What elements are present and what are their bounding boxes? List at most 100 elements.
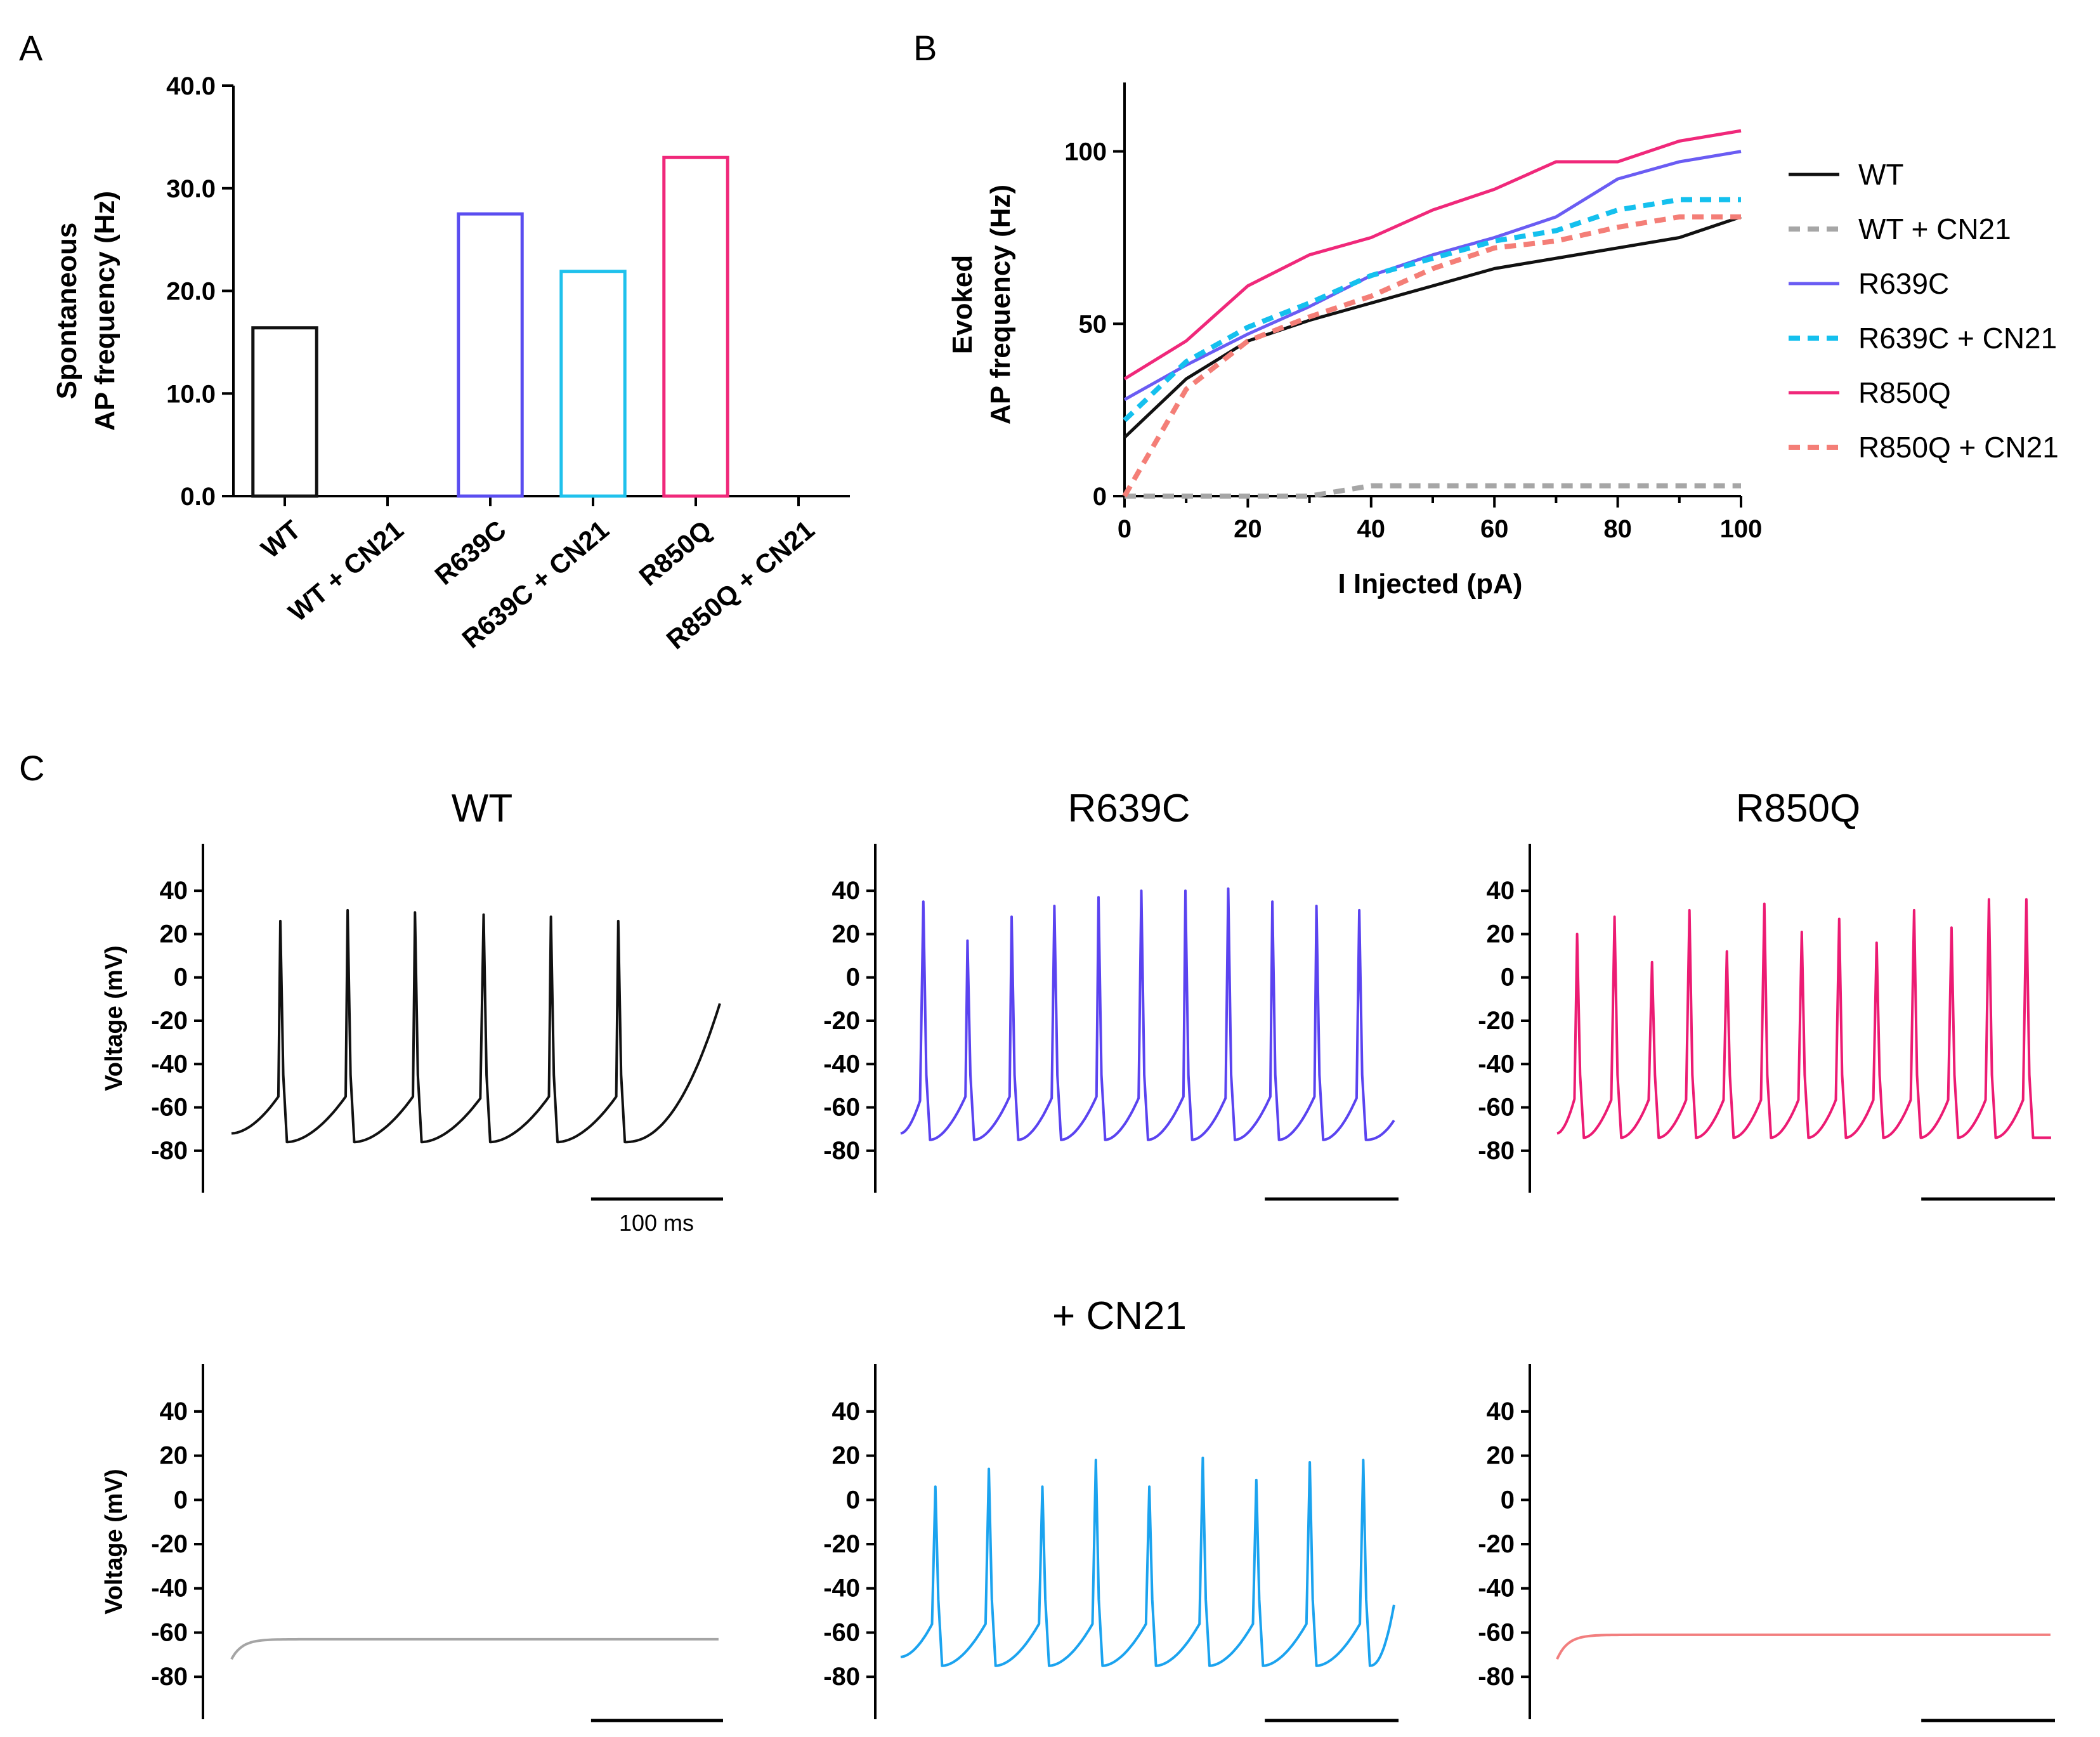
trace-ytick-label: 0 <box>1501 1486 1515 1514</box>
panel-b-line-chart: Evoked AP frequency (Hz) I Injected (pA)… <box>947 82 2059 600</box>
panel-a-ytick-label: 0.0 <box>180 483 216 511</box>
series-line-r639c-cn21 <box>1123 197 1741 423</box>
trace-ytick-label: -60 <box>151 1094 188 1122</box>
trace-ytick-label: 40 <box>1487 1398 1515 1426</box>
panel-a-ytick-label: 40.0 <box>166 72 216 100</box>
trace-ytick-label: -80 <box>151 1137 188 1165</box>
series-line-r850q <box>1123 129 1742 381</box>
panel-b-xtick-label: 20 <box>1234 515 1262 543</box>
category-label-wt: WT <box>256 515 306 564</box>
series-line-r850q-cn21 <box>1122 214 1741 497</box>
panel-b-ytick-label: 50 <box>1079 310 1107 338</box>
series-line-wt <box>1123 215 1742 439</box>
trace-ytick-label: 20 <box>832 920 861 948</box>
trace-ytick-label: -60 <box>823 1618 860 1646</box>
trace-ytick-label: -40 <box>823 1050 860 1078</box>
panel-label-a: A <box>19 28 43 68</box>
panel-b-ytick-label: 100 <box>1064 138 1107 166</box>
panel-b-ylabel-line2: AP frequency (Hz) <box>985 185 1016 424</box>
trace-ytick-label: -40 <box>151 1050 188 1078</box>
trace-ytick-label: 20 <box>832 1442 861 1470</box>
trace-ytick-label: -60 <box>1478 1618 1515 1646</box>
legend-label-wt: WT <box>1858 158 1904 191</box>
trace-ytick-label: -20 <box>151 1007 188 1035</box>
panel-a-ytick-label: 20.0 <box>166 278 216 306</box>
scalebar-label: 100 ms <box>619 1210 694 1236</box>
category-label-wt-cn21: WT + CN21 <box>283 515 409 627</box>
trace-ytick-label: 20 <box>1487 1442 1515 1470</box>
trace-ytick-label: 40 <box>160 1398 188 1426</box>
trace-ytick-label: 20 <box>160 1442 188 1470</box>
trace-ytick-label: 20 <box>1487 920 1515 948</box>
trace-ytick-label: -80 <box>151 1663 188 1691</box>
trace-ytick-label: 0 <box>174 1486 188 1514</box>
trace-ytick-label: 0 <box>174 964 188 992</box>
trace-ytick-label: 40 <box>160 877 188 905</box>
trace-ytick-label: -20 <box>151 1530 188 1558</box>
title-wt: WT <box>452 787 512 830</box>
category-label-r639c: R639C <box>429 515 511 591</box>
trace-ytick-label: 20 <box>160 920 188 948</box>
title-cn21: + CN21 <box>1052 1294 1187 1338</box>
trace-ytick-label: -20 <box>823 1007 860 1035</box>
panel-a-ylabel-line1: Spontaneous <box>51 223 82 400</box>
trace-ytick-label: -20 <box>823 1530 860 1558</box>
bar-r639c <box>457 212 524 498</box>
bar-r850q <box>662 155 729 498</box>
trace-ytick-label: -80 <box>823 1137 860 1165</box>
panel-b-xtick-label: 100 <box>1720 515 1763 543</box>
legend-label-r850q: R850Q <box>1858 376 1951 409</box>
trace-ytick-label: -40 <box>151 1575 188 1603</box>
trace-ytick-label: 40 <box>832 877 861 905</box>
trace-ytick-label: -80 <box>823 1663 860 1691</box>
trace-ylabel: Voltage (mV) <box>101 945 127 1091</box>
trace-ylabel: Voltage (mV) <box>101 1469 127 1614</box>
panel-b-xtick-label: 40 <box>1357 515 1386 543</box>
trace-ytick-label: -60 <box>151 1618 188 1646</box>
trace-ytick-label: -60 <box>1478 1094 1515 1122</box>
category-label-r850q: R850Q <box>634 515 717 592</box>
trace-ytick-label: -40 <box>1478 1575 1515 1603</box>
trace-ytick-label: 0 <box>846 1486 860 1514</box>
trace-ytick-label: -80 <box>1478 1137 1515 1165</box>
panel-b-ylabel-line1: Evoked <box>947 255 978 355</box>
panel-c-voltage-traces: WT R639C R850Q + CN21 100 ms 40 20 0 -20 -40… <box>101 787 2055 1722</box>
panel-b-xlabel: I Injected (pA) <box>1338 568 1523 600</box>
title-r850q: R850Q <box>1736 787 1860 830</box>
legend-label-wt-cn21: WT + CN21 <box>1858 213 2011 246</box>
bar-wt <box>251 326 318 498</box>
trace-r639c <box>900 887 1395 1141</box>
trace-ytick-label: 40 <box>1487 877 1515 905</box>
trace-ytick-label: -40 <box>823 1575 860 1603</box>
legend-label-r639c-cn21: R639C + CN21 <box>1858 322 2057 355</box>
legend-label-r639c: R639C <box>1858 267 1949 300</box>
panel-a-ytick-label: 10.0 <box>166 380 216 408</box>
panel-a-ylabel-line2: AP frequency (Hz) <box>89 191 121 431</box>
panel-b-ytick-label: 0 <box>1093 483 1107 511</box>
trace-ytick-label: -20 <box>1478 1530 1515 1558</box>
panel-a-bar-chart: Spontaneous AP frequency (Hz) 0.0 10.0 20.… <box>51 72 850 655</box>
trace-ytick-label: 0 <box>846 964 860 992</box>
bar-r639c-cn21 <box>559 270 627 498</box>
panel-b-xtick-label: 80 <box>1603 515 1632 543</box>
trace-ytick-label: -60 <box>823 1094 860 1122</box>
panel-label-b: B <box>913 28 937 68</box>
series-line-wt-cn21 <box>1125 483 1741 499</box>
trace-r639c-cn21 <box>900 1457 1395 1667</box>
trace-ytick-label: -40 <box>1478 1050 1515 1078</box>
title-r639c: R639C <box>1068 787 1190 830</box>
panel-b-xtick-label: 60 <box>1480 515 1509 543</box>
legend-label-r850q-cn21: R850Q + CN21 <box>1858 431 2059 464</box>
trace-wt-cn21 <box>230 1637 719 1660</box>
series-line-r639c <box>1123 150 1742 402</box>
panel-label-c: C <box>19 748 44 788</box>
trace-r850q-cn21 <box>1556 1633 2051 1660</box>
trace-r850q <box>1556 898 2051 1139</box>
panel-a-ytick-label: 30.0 <box>166 175 216 203</box>
panel-b-xtick-label: 0 <box>1118 515 1132 543</box>
trace-ytick-label: -20 <box>1478 1007 1515 1035</box>
trace-ytick-label: -80 <box>1478 1663 1515 1691</box>
trace-wt <box>231 908 721 1144</box>
trace-ytick-label: 40 <box>832 1398 861 1426</box>
